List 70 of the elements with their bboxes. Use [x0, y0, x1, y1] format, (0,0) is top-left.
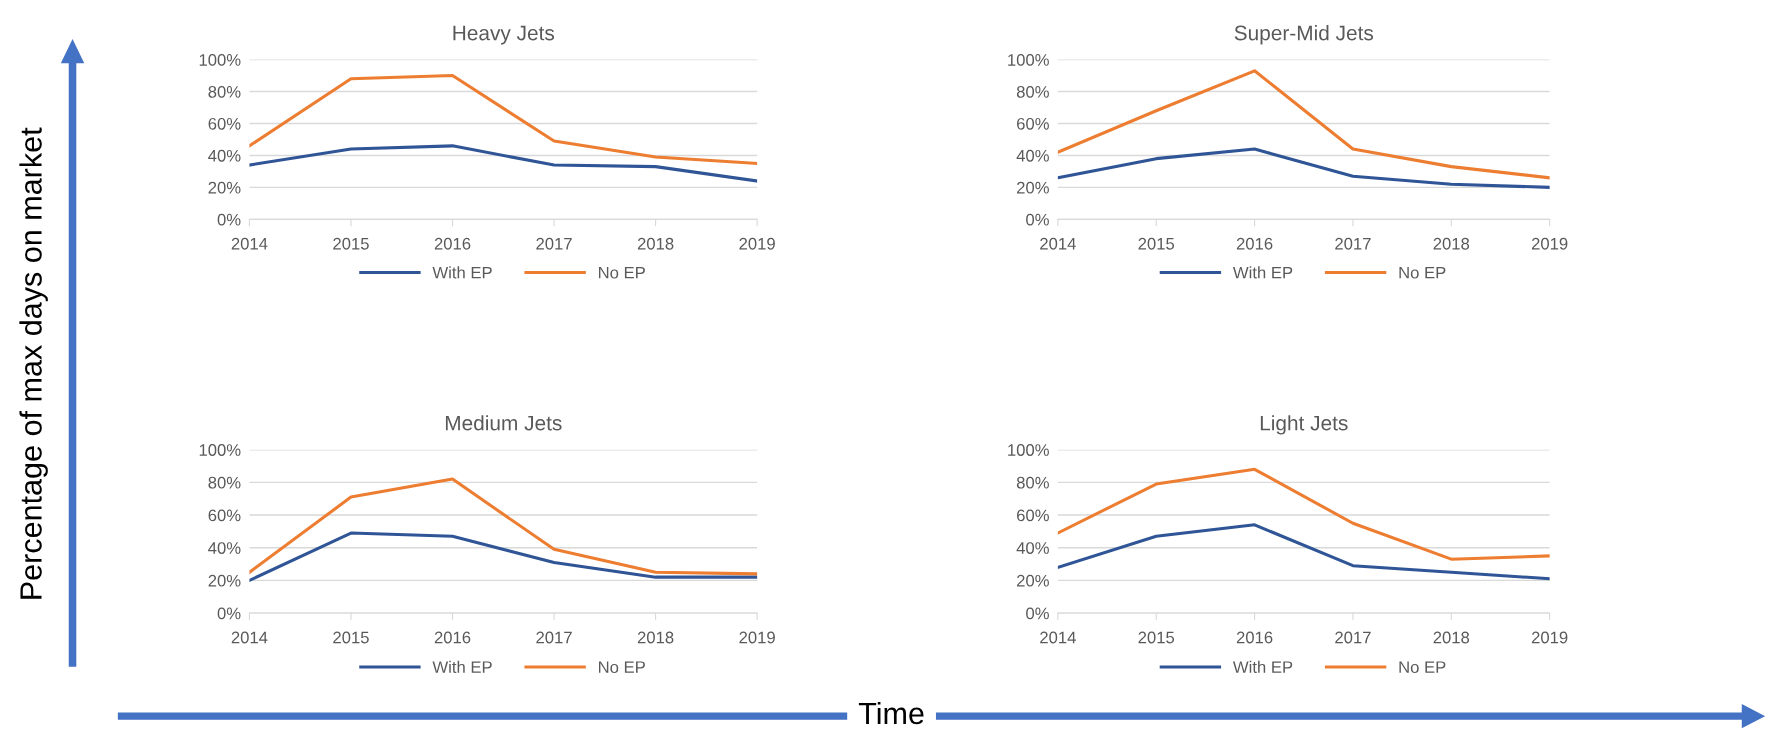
y-tick-label: 0% [217, 213, 241, 226]
x-tick-label: 2019 [1531, 237, 1568, 250]
line-series [249, 531, 758, 582]
y-tick-label: 40% [208, 149, 241, 162]
text: Time [858, 701, 924, 725]
y-tick-label: 0% [1026, 607, 1049, 620]
line-series [1057, 523, 1550, 581]
x-tick-label: 2019 [739, 237, 775, 250]
x-tick-label: 2018 [1433, 631, 1470, 644]
y-tick-label: 60% [208, 117, 241, 130]
y-tick-label: 60% [1017, 509, 1049, 522]
y-tick-label: 0% [217, 607, 241, 620]
x-tick-label: 2016 [434, 237, 471, 250]
x-tick-label: 2016 [1236, 631, 1273, 644]
x-tick-label: 2014 [231, 631, 268, 644]
y-tick-label: 80% [1016, 476, 1049, 489]
line-series [249, 144, 758, 183]
y-tick-label: 40% [1016, 542, 1049, 554]
y-tick-label: 60% [208, 509, 241, 522]
legend-label: No EP [1399, 266, 1446, 279]
x-tick-label: 2017 [1335, 631, 1371, 644]
x-tick-label: 2014 [231, 237, 268, 250]
y-tick-label: 60% [1017, 117, 1049, 130]
x-tick-label: 2017 [536, 237, 572, 250]
legend-label: With EP [1232, 660, 1293, 673]
y-tick-label: 20% [208, 574, 241, 587]
legend-label: With EP [432, 266, 492, 279]
y-tick-label: 40% [1016, 149, 1049, 162]
y-tick-label: 20% [1017, 181, 1049, 194]
x-tick-label: 2018 [637, 237, 674, 250]
x-tick-label: 2018 [1433, 237, 1470, 250]
y-tick-label: 0% [1026, 213, 1049, 226]
chart-title: Super-Mid Jets [1234, 25, 1374, 45]
legend-label: With EP [1232, 266, 1293, 279]
legend-label: No EP [599, 661, 645, 674]
y-tick-label: 100% [1008, 444, 1049, 456]
y-tick-label: 100% [1008, 54, 1049, 66]
x-tick-label: 2015 [333, 631, 369, 644]
line-series [249, 74, 758, 165]
x-tick-label: 2015 [1138, 631, 1175, 644]
y-tick-label: 40% [208, 542, 241, 554]
x-tick-label: 2015 [333, 237, 369, 250]
chart-title: Light Jets [1260, 415, 1348, 435]
chart-title: Medium Jets [445, 415, 562, 431]
x-tick-label: 2015 [1138, 237, 1175, 250]
x-tick-label: 2016 [1236, 237, 1273, 250]
y-tick-label: 100% [199, 54, 241, 66]
x-tick-label: 2014 [1040, 631, 1076, 644]
y-tick-label: 80% [208, 85, 241, 98]
x-tick-label: 2014 [1040, 237, 1076, 250]
line-series [1057, 69, 1550, 180]
y-tick-label: 80% [1016, 85, 1049, 98]
legend-label: No EP [599, 266, 645, 279]
line-series [1057, 467, 1550, 561]
y-tick-label: 80% [208, 476, 241, 489]
chart-title: Heavy Jets [453, 25, 555, 45]
text: Percentage of max days on market [19, 127, 48, 599]
x-tick-label: 2017 [536, 631, 572, 644]
x-tick-label: 2019 [739, 631, 775, 644]
x-tick-label: 2019 [1531, 631, 1568, 644]
legend-label: No EP [1399, 661, 1446, 674]
y-tick-label: 100% [199, 444, 241, 456]
x-tick-label: 2017 [1335, 237, 1371, 250]
x-tick-label: 2016 [434, 631, 471, 644]
line-series [1057, 147, 1550, 189]
y-tick-label: 20% [1017, 574, 1049, 587]
y-tick-label: 20% [208, 181, 241, 194]
line-series [249, 477, 758, 576]
legend-label: With EP [432, 660, 492, 673]
x-tick-label: 2018 [637, 631, 674, 644]
